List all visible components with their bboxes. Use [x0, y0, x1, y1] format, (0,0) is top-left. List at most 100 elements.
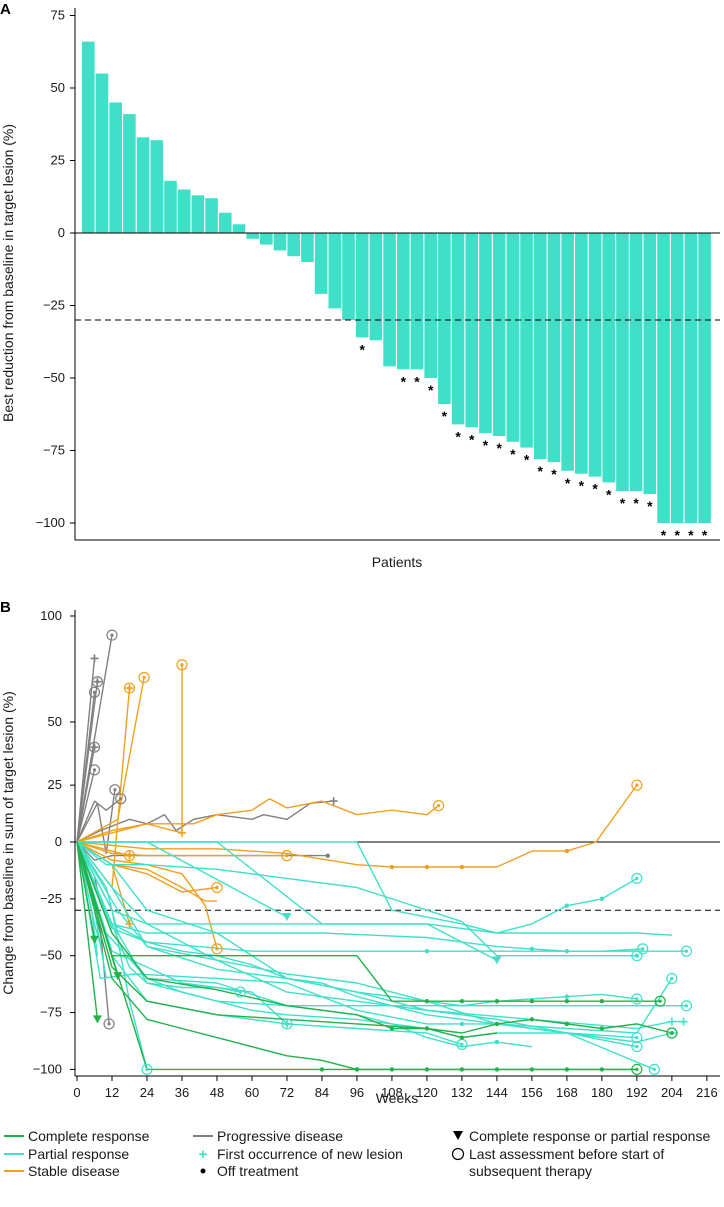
bar-star: * — [496, 440, 502, 456]
last-assessment-dot — [684, 949, 689, 953]
bar — [177, 189, 191, 233]
line-x-tick-label: 204 — [661, 1085, 683, 1100]
legend-last-assessment-label-line2: subsequent therapy — [469, 1163, 592, 1179]
off-treatment-marker — [424, 864, 430, 870]
bar-x-axis-label: Patients — [372, 554, 423, 570]
legend-complete-label: Complete response — [28, 1128, 150, 1144]
bar — [520, 233, 533, 448]
bar-y-tick-label: 0 — [58, 225, 65, 240]
off-treatment-marker — [529, 998, 535, 1004]
bar-star: * — [647, 498, 653, 514]
bar-y-tick-label: −100 — [36, 515, 65, 530]
bar — [616, 233, 629, 492]
last-assessment-marker — [176, 659, 188, 671]
line-chart-axes — [74, 610, 720, 1077]
line-x-tick-label: 192 — [626, 1085, 648, 1100]
new-lesion-marker — [679, 1017, 688, 1026]
line-x-tick-label: 180 — [591, 1085, 613, 1100]
bar — [301, 233, 314, 262]
line-axis-ticks: 100 50 25 0 −25 −50 −75 −100 0 12 24 36 48 60 72 84 96 10… — [33, 608, 718, 1100]
bar-y-axis-label: Best reduction from baseline in target l… — [0, 124, 16, 422]
last-assessment-dot — [285, 1022, 289, 1026]
off-treatment-marker — [389, 1026, 395, 1031]
last-assessment-marker — [631, 993, 643, 1005]
bar — [218, 212, 232, 233]
line-y-axis-label: Change from baseline in sum of target le… — [0, 691, 16, 994]
bar — [533, 233, 547, 460]
last-assessment-marker — [637, 943, 649, 955]
bar — [82, 41, 95, 233]
last-assessment-marker — [88, 686, 101, 698]
bar — [287, 233, 301, 257]
last-assessment-marker — [234, 986, 246, 998]
series-line-complete — [76, 841, 96, 940]
last-assessment-marker — [631, 1063, 643, 1076]
bar-star: * — [442, 408, 448, 424]
off-treatment-marker — [424, 1026, 430, 1031]
last-assessment-marker — [648, 1063, 660, 1076]
off-treatment-marker — [325, 853, 330, 858]
bar — [164, 180, 177, 233]
last-assessment-marker — [281, 1018, 293, 1030]
bar-chart-axes — [74, 8, 720, 541]
bar-y-tick-label: −50 — [43, 370, 65, 385]
series-line-stable — [76, 784, 638, 868]
series-line-partial — [77, 841, 498, 961]
bar — [629, 233, 643, 492]
line-x-tick-label: 96 — [350, 1085, 364, 1100]
series-line-progressive — [76, 769, 96, 843]
last-assessment-dot — [95, 680, 100, 684]
off-treatment-marker — [599, 998, 605, 1004]
line-y-tick-label: −50 — [40, 948, 62, 963]
bar-star: * — [483, 437, 489, 453]
bar — [451, 233, 465, 425]
bar-star: * — [551, 466, 557, 482]
off-treatment-marker — [459, 864, 465, 870]
response-marker — [492, 956, 502, 965]
line-y-tick-label: 0 — [55, 834, 62, 849]
last-assessment-marker — [631, 1031, 643, 1044]
last-assessment-dot — [238, 990, 242, 994]
line-y-tick-label: 50 — [48, 714, 62, 729]
bar-star: * — [565, 475, 571, 491]
bar — [547, 233, 561, 463]
bar — [492, 233, 506, 436]
bar — [684, 233, 698, 523]
bar-star: * — [524, 452, 530, 468]
response-marker — [92, 1015, 102, 1024]
last-assessment-dot — [127, 686, 132, 690]
last-assessment-dot — [652, 1067, 656, 1071]
last-assessment-dot — [460, 1042, 464, 1046]
legend-partial-label: Partial response — [28, 1146, 129, 1162]
series-line-stable — [76, 664, 183, 843]
last-assessment-marker — [666, 972, 678, 985]
line-x-tick-label: 156 — [521, 1085, 543, 1100]
line-x-tick-label: 144 — [486, 1085, 508, 1100]
last-assessment-dot — [641, 947, 645, 951]
bar-y-tick-label: −25 — [43, 298, 65, 313]
last-assessment-dot — [635, 954, 639, 958]
series-line-partial — [76, 841, 288, 1025]
last-assessment-marker — [91, 676, 104, 688]
last-assessment-dot — [127, 854, 132, 858]
bar-y-ticks: 75 50 25 0 −25 −50 −75 −100 — [36, 8, 75, 530]
new-lesion-marker — [667, 1017, 676, 1026]
legend: Complete response Partial response Stabl… — [4, 1128, 710, 1179]
last-assessment-dot — [635, 1067, 639, 1071]
last-assessment-marker — [138, 671, 150, 684]
legend-new-lesion-icon: + — [199, 1146, 208, 1163]
series-line-partial — [76, 841, 101, 945]
bar-star: * — [414, 373, 420, 389]
last-assessment-dot — [113, 788, 117, 792]
bar-y-tick-label: 50 — [51, 80, 65, 95]
last-assessment-dot — [215, 947, 219, 951]
bar — [355, 233, 369, 338]
line-series — [76, 634, 687, 1071]
bar-star: * — [469, 431, 475, 447]
bar-star: * — [428, 382, 434, 398]
off-treatment-marker — [389, 1067, 395, 1072]
line-x-axis-label: Weeks — [376, 1090, 419, 1106]
last-assessment-dot — [670, 1031, 674, 1035]
bar — [328, 233, 342, 309]
